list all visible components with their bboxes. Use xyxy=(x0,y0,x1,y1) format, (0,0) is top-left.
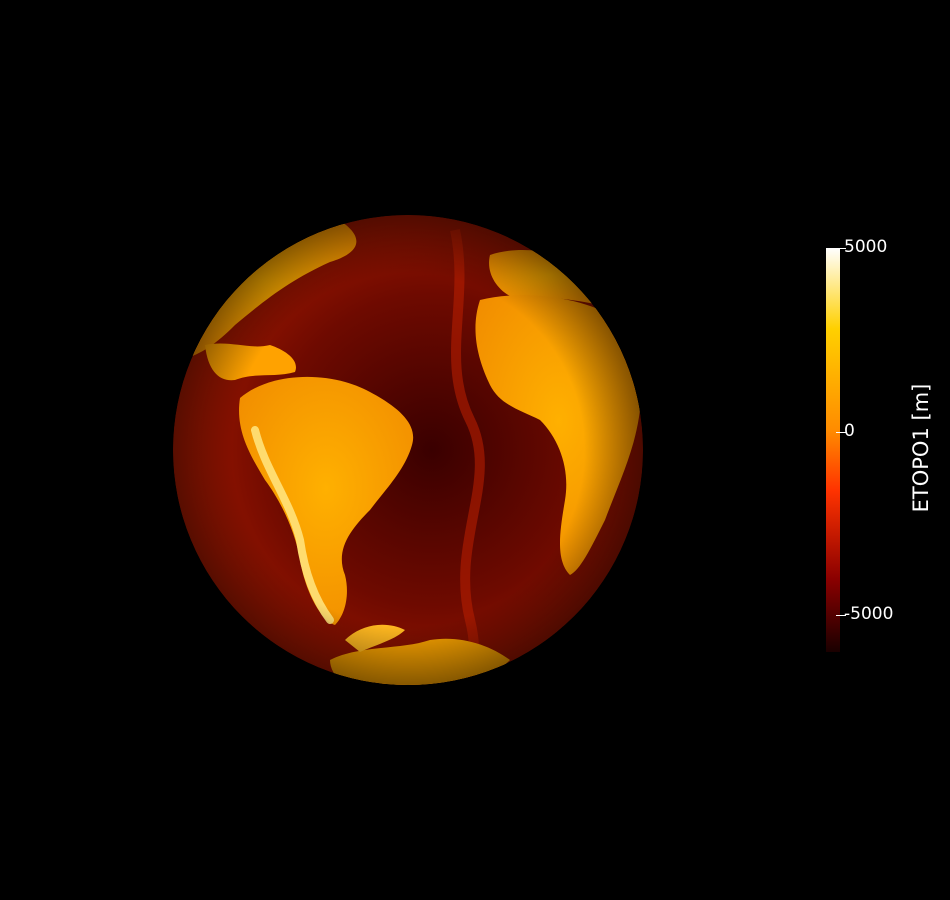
colorbar-tick-mark xyxy=(836,431,846,433)
colorbar-title: ETOPO1 [m] xyxy=(909,383,933,513)
globe-limb-shade xyxy=(173,215,643,685)
colorbar-tick-mark xyxy=(836,615,846,617)
colorbar-tick-label: 5000 xyxy=(844,237,888,257)
colorbar-tick-label: -5000 xyxy=(844,604,894,625)
colorbar-tick-mark xyxy=(836,248,846,249)
colorbar xyxy=(826,248,840,652)
colorbar-tick-label: 0 xyxy=(844,420,855,441)
